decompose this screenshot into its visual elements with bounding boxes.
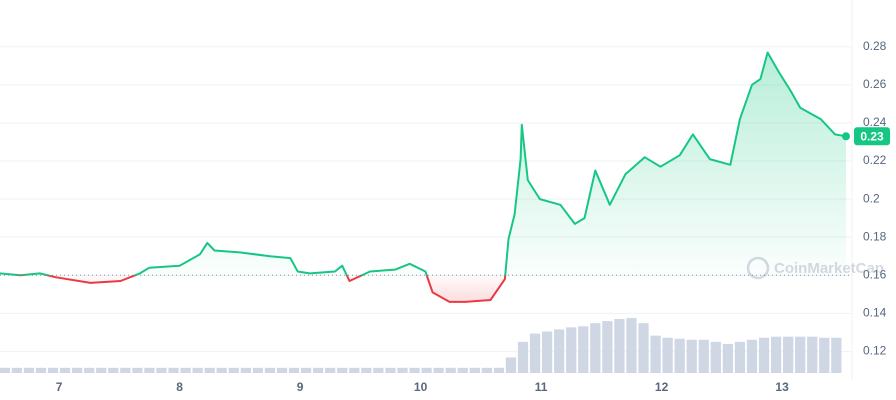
volume-bar [770, 336, 782, 373]
volume-bar [216, 367, 227, 373]
volume-bar [132, 367, 143, 373]
y-tick-label: 0.18 [863, 229, 887, 243]
x-tick-label: 10 [414, 380, 428, 394]
volume-bar [240, 367, 251, 373]
volume-bar [566, 327, 577, 373]
volume-bar [505, 357, 517, 373]
volume-bar [108, 367, 119, 373]
y-tick-label: 0.2 [863, 191, 880, 205]
volume-bar [626, 318, 637, 373]
volume-bar [72, 367, 83, 373]
volume-bar [469, 367, 480, 373]
y-tick-label: 0.16 [863, 267, 887, 281]
volume-bar [795, 336, 806, 373]
volume-bar [397, 367, 408, 373]
volume-bar [313, 367, 324, 373]
volume-bar [409, 367, 420, 373]
y-tick-label: 0.14 [863, 306, 887, 320]
x-tick-label: 8 [176, 380, 183, 394]
volume-bar [180, 367, 191, 373]
volume-bar [602, 321, 613, 373]
y-tick-label: 0.26 [863, 77, 887, 91]
volume-bar [385, 367, 396, 373]
volume-bar [831, 337, 842, 373]
volume-bar [614, 319, 625, 373]
watermark-logo [746, 256, 770, 280]
volume-bar [722, 343, 733, 373]
volume-bar [0, 367, 10, 373]
volume-bar [11, 367, 22, 373]
volume-bar [433, 367, 444, 373]
x-tick-label: 9 [297, 380, 304, 394]
volume-bar [457, 367, 468, 373]
watermark-text: CoinMarketCap [774, 260, 884, 277]
volume-bar [276, 367, 288, 373]
volume-bar [807, 336, 818, 373]
y-tick-label: 0.12 [863, 344, 887, 358]
volume-bar [300, 367, 312, 373]
volume-bar [23, 367, 35, 373]
volume-bar [264, 367, 276, 373]
x-tick-label: 7 [56, 380, 63, 394]
watermark: CoinMarketCap [746, 256, 884, 280]
volume-bar [590, 323, 601, 373]
volume-bar [373, 367, 384, 373]
price-line [0, 51, 847, 303]
volume-bar [662, 337, 673, 373]
price-area [0, 52, 846, 302]
y-tick-label: 0.24 [863, 115, 887, 129]
y-tick-label: 0.28 [863, 39, 887, 53]
volume-bar [84, 367, 95, 373]
volume-bar [47, 367, 59, 373]
last-label: 0.23 [860, 129, 884, 143]
volume-bar [650, 335, 661, 373]
volume-bar [541, 331, 553, 373]
x-tick-label: 11 [535, 380, 548, 394]
y-tick-label: 0.22 [863, 153, 887, 167]
volume-bar [698, 339, 709, 373]
volume-bar [674, 338, 685, 373]
volume-bar [120, 367, 131, 373]
x-tick-label: 13 [775, 380, 789, 394]
volume-bar [35, 367, 47, 373]
volume-bar [758, 337, 770, 373]
volume-bar [144, 367, 155, 373]
x-tick-label: 12 [655, 380, 669, 394]
volume-bar [421, 367, 432, 373]
volume-bar [168, 367, 179, 373]
volume-bar [349, 367, 360, 373]
volume-bar [529, 333, 541, 373]
volume-bar [325, 367, 336, 373]
volume-bar [686, 339, 697, 373]
volume-bar [96, 367, 107, 373]
volume-bar [783, 336, 794, 373]
volume-bar [252, 367, 264, 373]
volume-bar [361, 367, 372, 373]
volume-bar [638, 323, 649, 373]
volume-bar [746, 339, 758, 373]
last-point [841, 132, 850, 141]
volume-bar [819, 337, 830, 373]
volume-bar [337, 367, 348, 373]
volume-bar [554, 329, 565, 373]
volume-bar [517, 341, 529, 373]
volume-bar [192, 367, 203, 373]
volume-bar [59, 367, 71, 373]
volume-bar [481, 367, 492, 373]
volume-bar [228, 367, 239, 373]
last-label-bg [854, 127, 890, 146]
volume-bar [710, 341, 721, 373]
volume-bar [578, 326, 589, 373]
volume-bar [288, 367, 300, 373]
volume-bar [204, 367, 215, 373]
volume-bar [493, 367, 505, 373]
volume-bar [734, 341, 746, 373]
volume-bar [156, 367, 167, 373]
volume-bar [445, 367, 456, 373]
